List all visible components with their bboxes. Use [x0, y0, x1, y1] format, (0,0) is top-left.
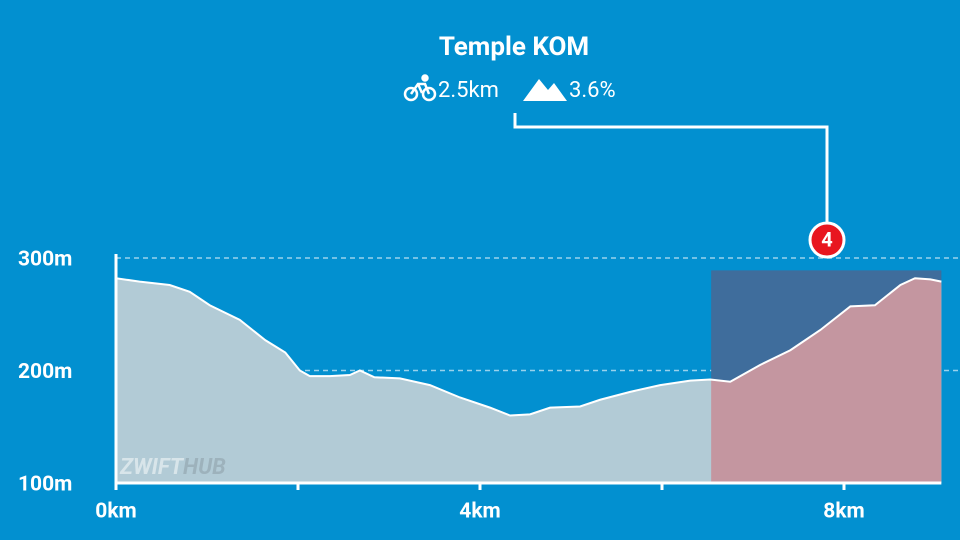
- watermark: ZWIFTHUB: [119, 455, 226, 480]
- bike-icon: [403, 74, 437, 102]
- watermark-first: ZWIFT: [119, 455, 185, 480]
- segment-gradient: 3.6%: [569, 78, 616, 103]
- badge-label: 4: [821, 227, 832, 251]
- x-tick-label: 4km: [459, 500, 500, 524]
- mountain-icon: [523, 79, 567, 101]
- elevation-line: [115, 277, 942, 417]
- segment-title: Temple KOM: [439, 32, 589, 62]
- x-tick-label: 0km: [95, 500, 136, 524]
- segment-badge: [808, 221, 846, 259]
- segment-area: [711, 278, 942, 483]
- x-tick-label: 8km: [823, 500, 864, 524]
- segment-distance: 2.5km: [438, 78, 499, 103]
- y-tick-label: 300m: [18, 248, 72, 272]
- y-tick-label: 200m: [18, 360, 72, 384]
- y-tick-label: 100m: [18, 473, 72, 497]
- connector: [513, 113, 829, 222]
- watermark-second: HUB: [183, 455, 226, 480]
